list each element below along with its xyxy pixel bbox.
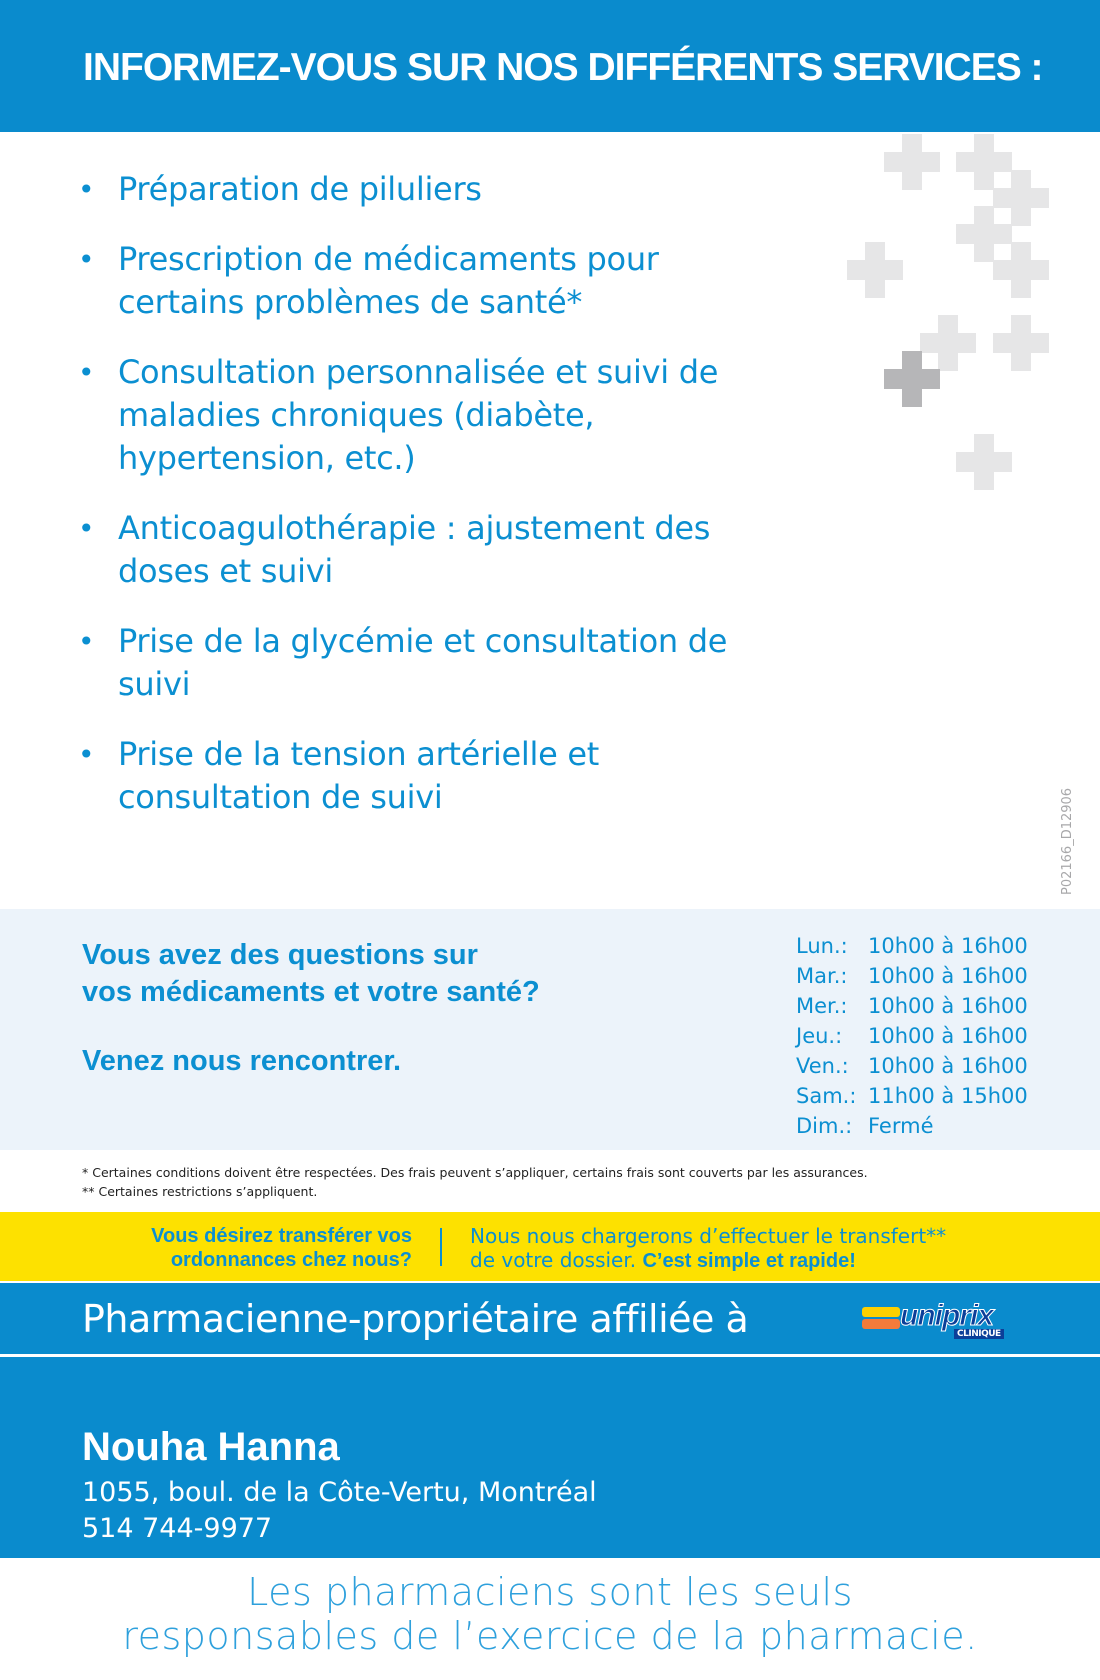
plus-icon xyxy=(956,434,1012,490)
transfer-answer-line: Nous nous chargerons d’effectuer le tran… xyxy=(470,1224,947,1248)
divider xyxy=(440,1228,442,1266)
transfer-question: Vous désirez transférer vos ordonnances … xyxy=(151,1224,412,1272)
plus-icon xyxy=(993,170,1049,226)
hours-row: Dim.: Fermé xyxy=(796,1111,1028,1141)
logo-wordmark: uniprix xyxy=(899,1299,994,1333)
list-item: Prise de la glycémie et consultation de … xyxy=(78,620,778,706)
owner-phone: 514 744-9977 xyxy=(82,1513,273,1544)
day: Lun.: xyxy=(796,934,848,958)
owner-name: Nouha Hanna xyxy=(82,1425,340,1469)
affiliation-text: Pharmacienne-propriétaire affiliée à xyxy=(82,1297,749,1341)
list-item: Préparation de piluliers xyxy=(78,168,778,211)
day: Mar.: xyxy=(796,964,848,988)
list-item: Anticoagulothérapie : ajustement des dos… xyxy=(78,507,778,593)
questions-section: Vous avez des questions sur vos médicame… xyxy=(0,909,1100,1150)
time: 10h00 à 16h00 xyxy=(868,1024,1028,1048)
plus-icon xyxy=(956,206,1012,262)
questions-line: Vous avez des questions sur xyxy=(82,939,478,971)
questions-text: Vous avez des questions sur vos médicame… xyxy=(82,937,540,1011)
services-list: Préparation de piluliers Prescription de… xyxy=(78,168,778,846)
owner-block: Nouha Hanna 1055, boul. de la Côte-Vertu… xyxy=(0,1357,1100,1558)
hours-row: Mar.: 10h00 à 16h00 xyxy=(796,961,1028,991)
plus-icon xyxy=(993,242,1049,298)
time: 10h00 à 16h00 xyxy=(868,964,1028,988)
list-item: Prise de la tension artérielle et consul… xyxy=(78,733,778,819)
time: 10h00 à 16h00 xyxy=(868,994,1028,1018)
transfer-answer: Nous nous chargerons d’effectuer le tran… xyxy=(470,1224,946,1273)
transfer-question-line: Vous désirez transférer vos xyxy=(151,1225,412,1247)
hours-row: Lun.: 10h00 à 16h00 xyxy=(796,931,1028,961)
day: Sam.: xyxy=(796,1084,857,1108)
transfer-banner: Vous désirez transférer vos ordonnances … xyxy=(0,1212,1100,1281)
day: Ven.: xyxy=(796,1054,849,1078)
plus-icon xyxy=(884,134,940,190)
document-code: P02166_D12906 xyxy=(1060,787,1075,895)
visit-cta: Venez nous rencontrer. xyxy=(82,1045,402,1077)
tagline-line: responsables de l’exercice de la pharmac… xyxy=(122,1614,978,1658)
day: Jeu.: xyxy=(796,1024,843,1048)
opening-hours: Lun.: 10h00 à 16h00 Mar.: 10h00 à 16h00 Me… xyxy=(796,931,1028,1141)
logo-subtitle: CLINIQUE xyxy=(954,1329,1004,1339)
affiliation-band: Pharmacienne-propriétaire affiliée à uni… xyxy=(0,1283,1100,1354)
tagline: Les pharmaciens sont les seuls responsab… xyxy=(0,1570,1100,1658)
day: Mer.: xyxy=(796,994,848,1018)
tagline-line: Les pharmaciens sont les seuls xyxy=(247,1570,853,1614)
uniprix-logo: uniprix CLINIQUE xyxy=(862,1299,1018,1341)
time: 10h00 à 16h00 xyxy=(868,934,1028,958)
list-item: Consultation personnalisée et suivi de m… xyxy=(78,351,778,480)
transfer-question-line: ordonnances chez nous? xyxy=(170,1249,412,1271)
transfer-answer-line: de votre dossier. xyxy=(470,1248,637,1272)
list-item: Prescription de médicaments pour certain… xyxy=(78,238,778,324)
plus-icon xyxy=(920,315,976,371)
footnote: * Certaines conditions doivent être resp… xyxy=(82,1165,868,1180)
time: 10h00 à 16h00 xyxy=(868,1054,1028,1078)
footnotes: * Certaines conditions doivent être resp… xyxy=(82,1163,868,1201)
page-header: INFORMEZ-VOUS SUR NOS DIFFÉRENTS SERVICE… xyxy=(0,0,1100,132)
day: Dim.: xyxy=(796,1114,853,1138)
owner-address: 1055, boul. de la Côte-Vertu, Montréal xyxy=(82,1477,597,1508)
hours-row: Ven.: 10h00 à 16h00 xyxy=(796,1051,1028,1081)
time: Fermé xyxy=(868,1114,934,1138)
plus-icon xyxy=(847,242,903,298)
plus-icon xyxy=(993,315,1049,371)
hours-row: Mer.: 10h00 à 16h00 xyxy=(796,991,1028,1021)
hours-row: Sam.: 11h00 à 15h00 xyxy=(796,1081,1028,1111)
hours-row: Jeu.: 10h00 à 16h00 xyxy=(796,1021,1028,1051)
plus-icon xyxy=(956,134,1012,190)
plus-icon xyxy=(884,351,940,407)
header-title: INFORMEZ-VOUS SUR NOS DIFFÉRENTS SERVICE… xyxy=(83,46,1044,89)
questions-line: vos médicaments et votre santé? xyxy=(82,976,540,1008)
transfer-slogan: C’est simple et rapide! xyxy=(642,1250,856,1272)
footnote: ** Certaines restrictions s’appliquent. xyxy=(82,1184,318,1199)
owner-contact: 1055, boul. de la Côte-Vertu, Montréal 5… xyxy=(82,1475,597,1547)
time: 11h00 à 15h00 xyxy=(868,1084,1028,1108)
